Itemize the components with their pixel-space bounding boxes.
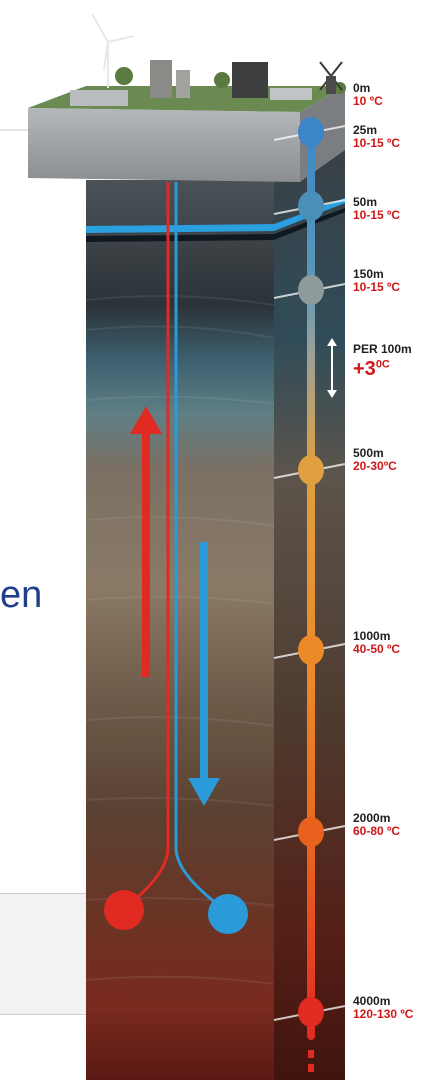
depth-label-25m: 25m 10-15 ºC [353, 123, 401, 150]
upward-flow-arrow [130, 406, 162, 677]
wind-turbine-icon [91, 13, 135, 88]
depth-dot [298, 635, 324, 665]
gradient-value: +30C [353, 358, 390, 380]
clay-band [86, 208, 345, 242]
depth-label-500m: 500m 20-30ºC [353, 446, 397, 473]
depth-label-1000m: 1000m 40-50 ºC [353, 629, 401, 656]
depth-label-50m: 50m 10-15 ºC [353, 195, 401, 222]
depth-label-2000m: 2000m 60-80 ºC [353, 811, 401, 838]
depth-label-4000m: 4000m 120-130 ºC [353, 994, 414, 1021]
background-band [0, 893, 92, 1015]
gradient-per-label: PER 100m [353, 342, 412, 356]
gradient-double-arrow [327, 338, 337, 398]
depth-dot [298, 117, 324, 147]
depth-dot [298, 191, 324, 221]
depth-dots [298, 117, 324, 1027]
depth-dot [298, 275, 324, 305]
surface-slab [28, 108, 300, 182]
depth-dot [298, 997, 324, 1027]
cut-off-text: en [0, 574, 43, 616]
soil-column-front [86, 180, 274, 1080]
gradient-label: PER 100m +30C [353, 342, 412, 381]
depth-label-0m: 0m 10 ºC [353, 81, 383, 108]
injection-well-head [208, 894, 248, 934]
windmill-icon [319, 61, 343, 94]
depth-label-150m: 150m 10-15 ºC [353, 267, 401, 294]
scale-tail [308, 1050, 314, 1072]
depth-dot [298, 455, 324, 485]
skyline [70, 60, 346, 106]
aquifer-band [86, 198, 345, 233]
depth-dot [298, 817, 324, 847]
production-well-head [104, 890, 144, 930]
temperature-scale-bar [307, 120, 315, 1040]
downward-flow-arrow [188, 542, 220, 806]
